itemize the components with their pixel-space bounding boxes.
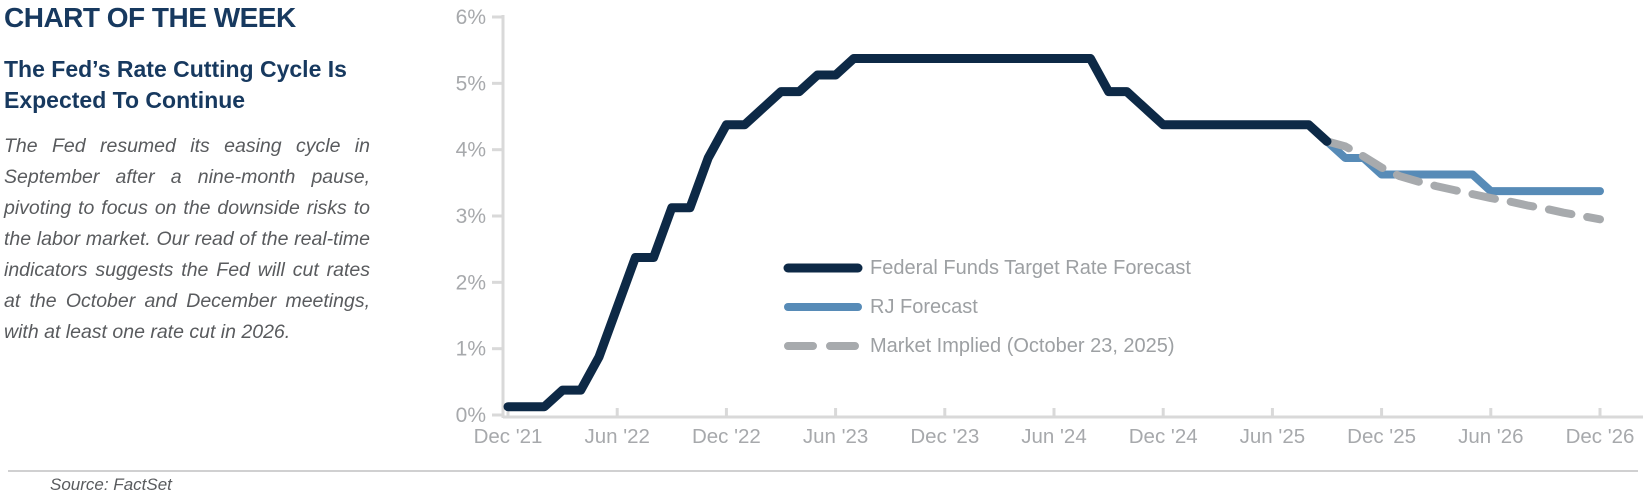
x-tick-label: Jun '25 (1240, 425, 1305, 448)
x-tick-label: Dec '24 (1129, 425, 1198, 448)
rj-forecast-line-swatch (784, 303, 862, 311)
legend-label-market-implied: Market Implied (October 23, 2025) (870, 334, 1175, 357)
footer-divider-line (8, 470, 1638, 472)
x-tick-label: Jun '24 (1021, 425, 1086, 448)
x-tick-label: Jun '23 (803, 425, 868, 448)
fed-funds-line-swatch (783, 263, 863, 273)
legend-item-market-implied: Market Implied (October 23, 2025) (783, 333, 1191, 359)
y-tick-label: 1% (456, 338, 486, 361)
left-text-panel: CHART OF THE WEEK The Fed’s Rate Cutting… (4, 2, 370, 348)
federal-funds-target-rate-line (503, 53, 1332, 412)
x-tick-label: Dec '25 (1347, 425, 1416, 448)
x-tick-label: Dec '26 (1566, 425, 1635, 448)
y-axis-ticks: 0% 1% 2% 3% 4% 5% 6% (456, 6, 503, 427)
y-tick-label: 0% (456, 404, 486, 427)
rj-forecast-line (1323, 137, 1604, 196)
legend-item-fed-funds: Federal Funds Target Rate Forecast (783, 255, 1191, 281)
legend-label-fed-funds: Federal Funds Target Rate Forecast (870, 256, 1191, 279)
x-axis-ticks: Dec '21 Jun '22 Dec '22 Jun '23 Dec '23 Jun '… (474, 408, 1635, 448)
x-tick-label: Dec '22 (692, 425, 761, 448)
x-tick-label: Jun '26 (1458, 425, 1523, 448)
y-tick-label: 2% (456, 271, 486, 294)
market-implied-line (1323, 137, 1604, 224)
chart-title: The Fed’s Rate Cutting Cycle Is Expected… (4, 56, 347, 113)
source-note: Source: FactSet (50, 475, 172, 494)
legend-item-rj-forecast: RJ Forecast (783, 294, 1191, 320)
chart-legend: Federal Funds Target Rate Forecast RJ Fo… (783, 255, 1191, 359)
kicker-heading: CHART OF THE WEEK (4, 2, 296, 33)
y-tick-label: 3% (456, 205, 486, 228)
x-tick-label: Jun '22 (584, 425, 649, 448)
y-tick-label: 5% (456, 72, 486, 95)
market-implied-line-swatch (784, 342, 862, 350)
y-tick-label: 4% (456, 139, 486, 162)
commentary-paragraph: The Fed resumed its easing cycle in Sept… (4, 135, 370, 343)
x-tick-label: Dec '21 (474, 425, 543, 448)
legend-label-rj-forecast: RJ Forecast (870, 295, 978, 318)
y-tick-label: 6% (456, 6, 486, 29)
x-tick-label: Dec '23 (910, 425, 979, 448)
